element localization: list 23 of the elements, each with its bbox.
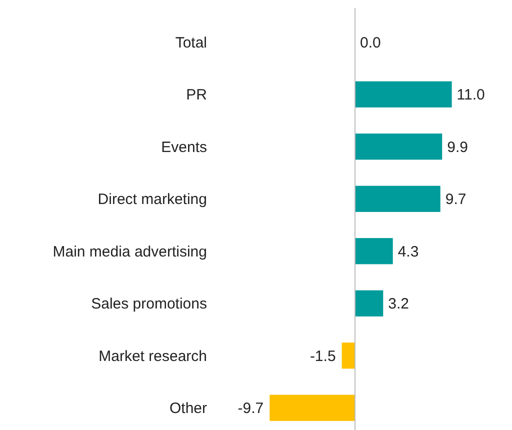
- data-label: 0.0: [360, 34, 381, 52]
- y-tick-label: Market research: [98, 348, 207, 365]
- data-label: 9.9: [447, 138, 468, 156]
- data-label: 9.7: [445, 191, 466, 208]
- y-tick-label: Sales promotions: [91, 296, 207, 313]
- bar: [270, 394, 355, 421]
- y-tick-label: Total: [175, 34, 207, 52]
- y-tick-label: Other: [169, 400, 208, 418]
- bar: [355, 238, 393, 264]
- data-label: 3.2: [388, 296, 410, 313]
- bar: [355, 186, 440, 212]
- y-tick-label: Events: [161, 138, 207, 156]
- bar: [355, 290, 384, 316]
- bar: [355, 81, 452, 108]
- bar: [355, 134, 442, 160]
- data-label: 11.0: [456, 86, 485, 104]
- data-label: 4.3: [398, 243, 419, 260]
- data-label: -1.5: [310, 348, 336, 365]
- data-label: -9.7: [238, 400, 264, 418]
- bar: [342, 342, 355, 369]
- y-tick-label: Direct marketing: [98, 191, 207, 208]
- y-tick-label: PR: [186, 86, 208, 104]
- y-tick-label: Main media advertising: [52, 243, 207, 260]
